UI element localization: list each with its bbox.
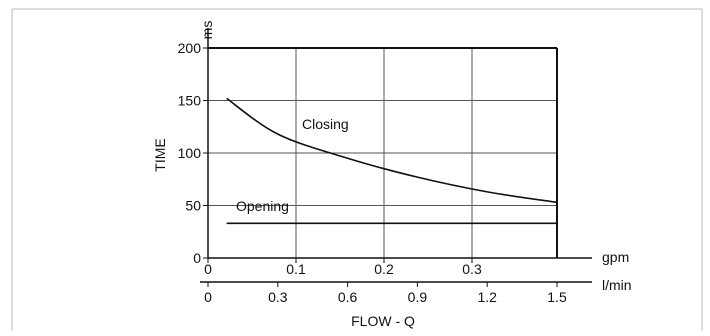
y-tick-label: 100 [178, 145, 202, 161]
x-axis-unit-lmin: l/min [602, 277, 632, 293]
closing-label: Closing [302, 116, 349, 132]
x-lmin-tick-label: 1.2 [477, 289, 497, 305]
series-layer [226, 97, 558, 225]
x-gpm-tick-label: 0.2 [374, 261, 394, 277]
x-gpm-tick-label: 0.1 [286, 261, 306, 277]
axis-layer: 0 50 100 150 200 0 0.1 0.2 0.3 0 0.3 0.6 0.9 1.2 1.5 [178, 28, 592, 305]
opening-label: Opening [236, 198, 289, 214]
x-axis-title: FLOW - Q [351, 313, 415, 329]
y-axis-unit: ms [199, 21, 215, 40]
x-lmin-tick-label: 0.3 [268, 289, 288, 305]
y-tick-label: 200 [178, 40, 202, 56]
x-lmin-tick-label: 1.5 [547, 289, 567, 305]
x-gpm-tick-label: 0 [204, 261, 212, 277]
y-tick-label: 50 [185, 198, 201, 214]
y-tick-label: 0 [193, 250, 201, 266]
x-lmin-tick-label: 0.6 [338, 289, 358, 305]
y-tick-label: 150 [178, 93, 202, 109]
x-lmin-tick-label: 0.9 [408, 289, 428, 305]
grid-layer [208, 48, 557, 258]
y-axis-title: TIME [152, 138, 168, 171]
x-axis-unit-gpm: gpm [602, 249, 629, 265]
x-lmin-tick-label: 0 [204, 289, 212, 305]
closing-curve [226, 97, 558, 204]
x-gpm-tick-label: 0.3 [462, 261, 482, 277]
